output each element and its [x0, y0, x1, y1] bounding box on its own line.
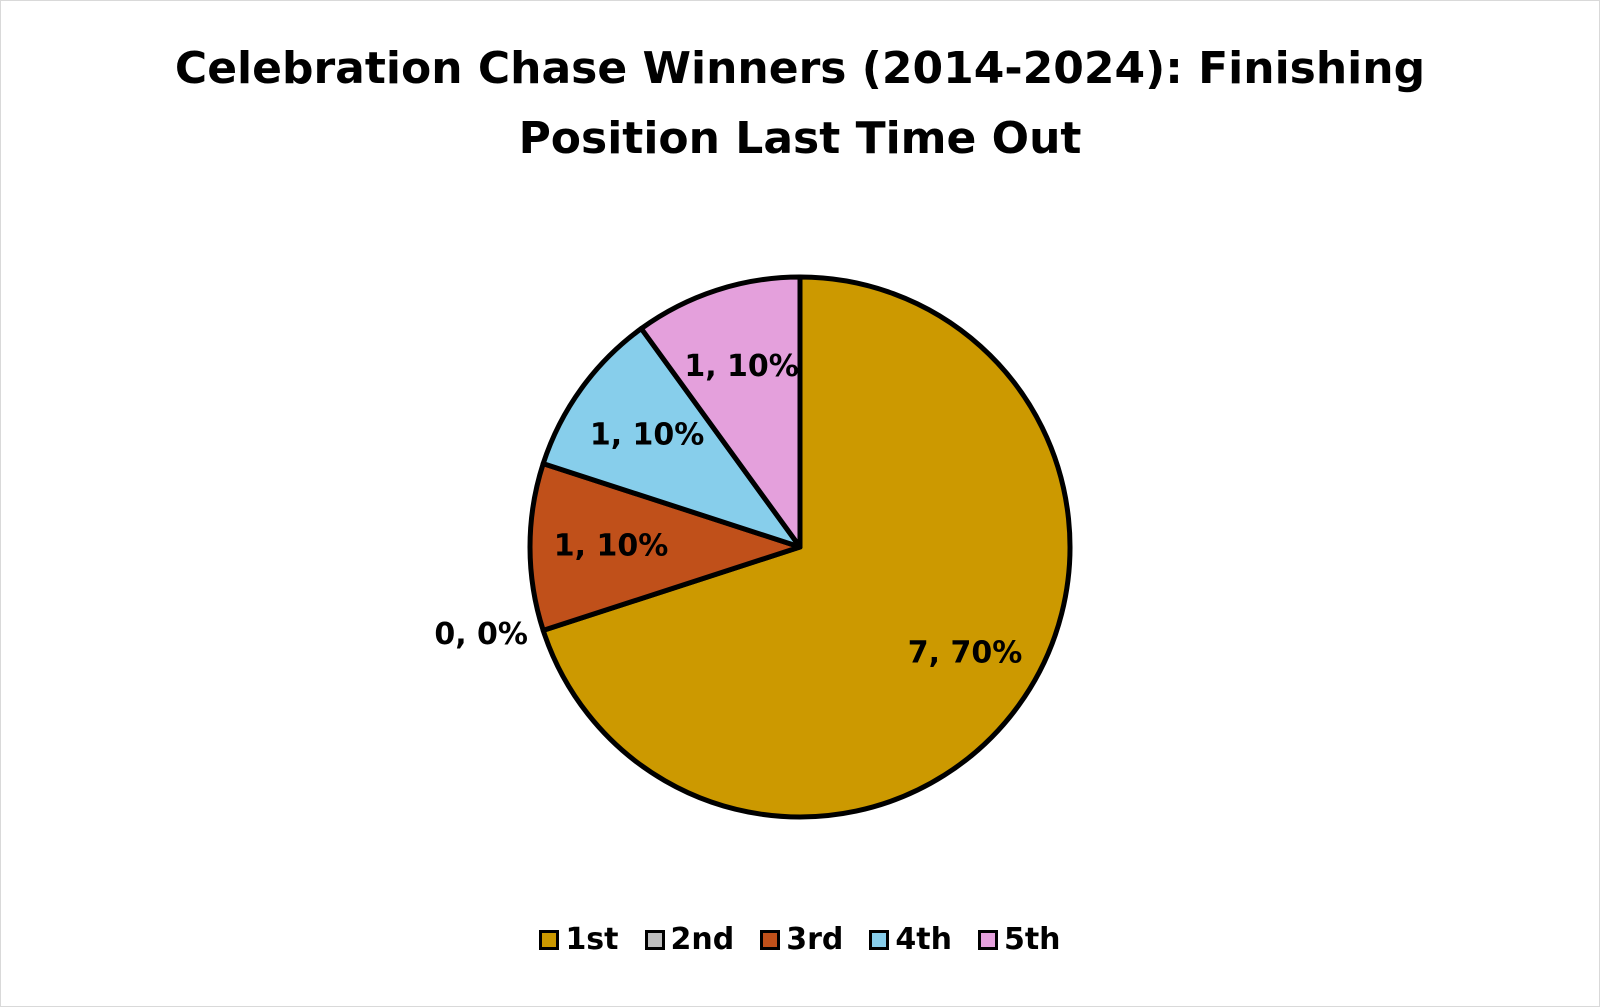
- legend-label-1st: 1st: [565, 922, 619, 957]
- legend-swatch-5th: [977, 929, 998, 950]
- legend-label-2nd: 2nd: [670, 922, 735, 957]
- data-label-1st: 7, 70%: [908, 636, 1023, 671]
- legend-label-5th: 5th: [1003, 922, 1061, 957]
- data-label-2nd: 0, 0%: [434, 617, 528, 652]
- legend-item-1st: 1st: [539, 922, 619, 957]
- data-label-5th: 1, 10%: [684, 349, 799, 384]
- chart-title-line-1: Celebration Chase Winners (2014-2024): F…: [174, 43, 1426, 94]
- legend-item-2nd: 2nd: [644, 922, 735, 957]
- legend-label-4th: 4th: [895, 922, 952, 957]
- pie-data-labels: 7, 70% 0, 0% 1, 10% 1, 10% 1, 10%: [434, 349, 1022, 671]
- pie-slice-5th: [638, 274, 803, 550]
- chart-legend: 1st 2nd 3rd 4th 5th: [0, 922, 1600, 957]
- pie-slice-3rd: [527, 461, 803, 633]
- data-label-4th: 1, 10%: [590, 417, 705, 452]
- legend-item-5th: 5th: [977, 922, 1061, 957]
- legend-swatch-4th: [869, 929, 890, 950]
- pie-slices: [527, 274, 1073, 820]
- legend-item-4th: 4th: [869, 922, 952, 957]
- chart-title-line-2: Position Last Time Out: [518, 113, 1082, 164]
- legend-item-3rd: 3rd: [760, 922, 843, 957]
- legend-swatch-1st: [539, 929, 560, 950]
- chart-title: Celebration Chase Winners (2014-2024): F…: [0, 34, 1600, 174]
- data-label-3rd: 1, 10%: [554, 529, 669, 564]
- legend-swatch-3rd: [760, 929, 781, 950]
- pie-slice-4th: [540, 326, 803, 550]
- legend-swatch-2nd: [644, 929, 665, 950]
- pie-slice-1st: [540, 274, 1073, 820]
- legend-label-3rd: 3rd: [786, 922, 844, 957]
